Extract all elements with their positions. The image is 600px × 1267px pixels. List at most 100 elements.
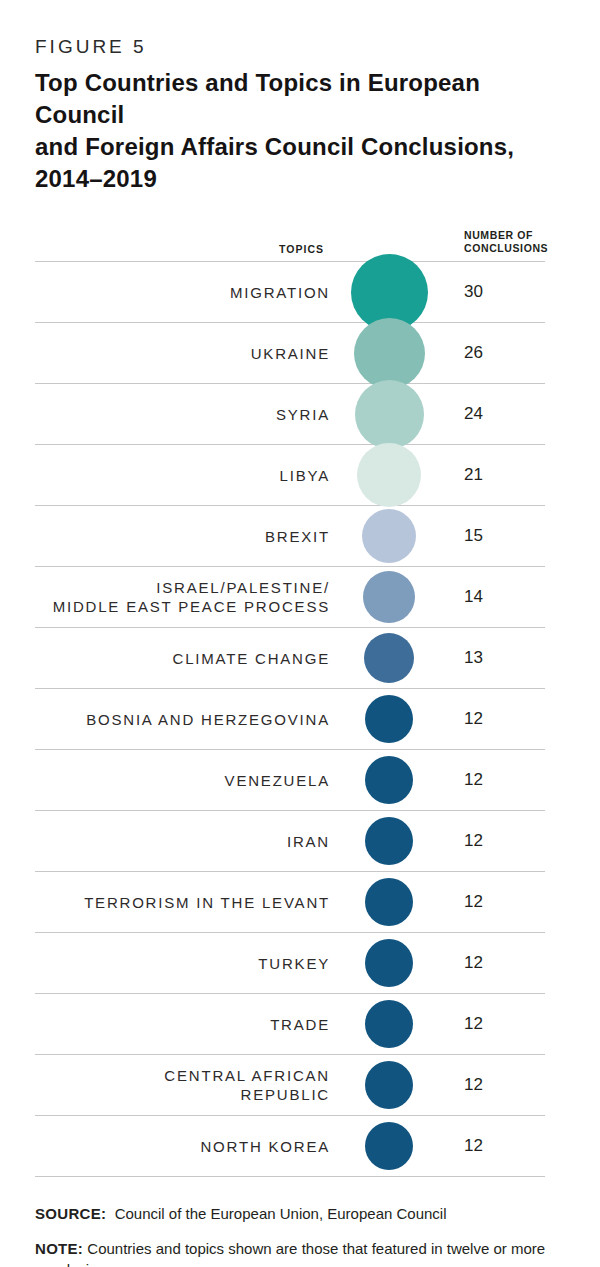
chart-row: BREXIT 15 [35, 505, 545, 566]
conclusions-count: 12 [448, 1075, 545, 1095]
chart-row: TURKEY 12 [35, 932, 545, 993]
bubble [365, 1061, 413, 1109]
topic-label: NORTH KOREA [35, 1137, 330, 1156]
topic-label-line: REPUBLIC [35, 1085, 330, 1104]
bubble-cell [330, 509, 448, 563]
bubble-cell [330, 443, 448, 507]
bubble-cell [330, 318, 448, 389]
topic-label-line: VENEZUELA [35, 771, 330, 790]
conclusions-count: 12 [448, 770, 545, 790]
topic-label: TURKEY [35, 954, 330, 973]
topic-label: LIBYA [35, 466, 330, 485]
conclusions-count: 21 [448, 465, 545, 485]
bubble-cell [330, 1000, 448, 1048]
chart-column-headers: TOPICS NUMBER OF CONCLUSIONS [35, 209, 545, 261]
chart-row: MIGRATION 30 [35, 261, 545, 322]
chart-row: BOSNIA AND HERZEGOVINA 12 [35, 688, 545, 749]
chart-row: LIBYA 21 [35, 444, 545, 505]
conclusions-count: 15 [448, 526, 545, 546]
chart-rows: MIGRATION 30 UKRAINE 26 SYRIA 24 LIBYA 21 BREXIT… [35, 261, 545, 1177]
bubble-cell [330, 756, 448, 804]
topic-label-line: NORTH KOREA [35, 1137, 330, 1156]
topic-label-line: CLIMATE CHANGE [35, 649, 330, 668]
bubble-cell [330, 633, 448, 683]
topic-label-line: ISRAEL/PALESTINE/ [35, 578, 330, 597]
topic-label-line: BREXIT [35, 527, 330, 546]
figure-header: FIGURE 5 Top Countries and Topics in Eur… [0, 0, 600, 195]
bubble-cell [330, 380, 448, 449]
figure-label: FIGURE 5 [35, 36, 565, 58]
topic-label-line: BOSNIA AND HERZEGOVINA [35, 710, 330, 729]
conclusions-count: 30 [448, 282, 545, 302]
source-line: SOURCE: Council of the European Union, E… [35, 1203, 555, 1224]
topic-label-line: MIGRATION [35, 283, 330, 302]
chart-row: IRAN12 [35, 810, 545, 871]
topic-label: MIGRATION [35, 283, 330, 302]
chart-row: TERRORISM IN THE LEVANT 12 [35, 871, 545, 932]
chart-row: SYRIA 24 [35, 383, 545, 444]
conclusions-count: 12 [448, 1136, 545, 1156]
bubble [365, 878, 413, 926]
conclusions-count: 24 [448, 404, 545, 424]
topic-label: UKRAINE [35, 344, 330, 363]
bubble [357, 443, 421, 507]
topic-label: CLIMATE CHANGE [35, 649, 330, 668]
conclusions-count: 26 [448, 343, 545, 363]
bubble [365, 756, 413, 804]
topic-label-line: TRADE [35, 1015, 330, 1034]
bubble [365, 695, 413, 743]
figure-title: Top Countries and Topics in European Cou… [35, 67, 565, 195]
conclusions-count: 13 [448, 648, 545, 668]
conclusions-count: 12 [448, 953, 545, 973]
figure-title-line-2: and Foreign Affairs Council Conclusions, [35, 131, 565, 163]
number-header-line-2: CONCLUSIONS [464, 242, 548, 255]
chart-row: TRADE 12 [35, 993, 545, 1054]
chart-row: CENTRAL AFRICANREPUBLIC 12 [35, 1054, 545, 1115]
figure-title-line-3: 2014–2019 [35, 163, 565, 195]
bubble-cell [330, 695, 448, 743]
number-header-line-1: NUMBER OF [464, 229, 548, 242]
bubble [354, 318, 425, 389]
topics-column-header: TOPICS [35, 243, 330, 255]
conclusions-count: 12 [448, 1014, 545, 1034]
chart-row: UKRAINE 26 [35, 322, 545, 383]
topic-label-line: UKRAINE [35, 344, 330, 363]
conclusions-count: 14 [448, 587, 545, 607]
source-label: SOURCE: [35, 1205, 106, 1222]
bubble [365, 1000, 413, 1048]
note-text: Countries and topics shown are those tha… [35, 1240, 545, 1267]
bubble [362, 509, 416, 563]
bubble [365, 1122, 413, 1170]
topic-label-line: IRAN [35, 832, 330, 851]
topic-label: BOSNIA AND HERZEGOVINA [35, 710, 330, 729]
topic-label: TERRORISM IN THE LEVANT [35, 893, 330, 912]
topic-label: IRAN [35, 832, 330, 851]
source-text: Council of the European Union, European … [115, 1205, 447, 1222]
topic-label-line: SYRIA [35, 405, 330, 424]
bubble [365, 939, 413, 987]
figure-title-line-1: Top Countries and Topics in European Cou… [35, 67, 565, 131]
conclusions-count: 12 [448, 709, 545, 729]
topic-label: TRADE [35, 1015, 330, 1034]
bubble [355, 380, 424, 449]
figure-footer: SOURCE: Council of the European Union, E… [0, 1177, 600, 1267]
topic-label-line: MIDDLE EAST PEACE PROCESS [35, 597, 330, 616]
bubble-cell [330, 1061, 448, 1109]
chart-row: VENEZUELA 12 [35, 749, 545, 810]
chart-row: ISRAEL/PALESTINE/MIDDLE EAST PEACE PROCE… [35, 566, 545, 627]
bubble [363, 571, 415, 623]
bubble [364, 633, 414, 683]
note-line: NOTE: Countries and topics shown are tho… [35, 1238, 555, 1267]
chart-row: NORTH KOREA 12 [35, 1115, 545, 1176]
bubble-cell [330, 817, 448, 865]
figure-page: FIGURE 5 Top Countries and Topics in Eur… [0, 0, 600, 1267]
bubble-cell [330, 939, 448, 987]
topic-label-line: TERRORISM IN THE LEVANT [35, 893, 330, 912]
number-column-header: NUMBER OF CONCLUSIONS [448, 229, 548, 255]
note-label: NOTE: [35, 1240, 83, 1257]
conclusions-count: 12 [448, 892, 545, 912]
bubble [365, 817, 413, 865]
bubble-cell [330, 571, 448, 623]
topic-label-line: LIBYA [35, 466, 330, 485]
topic-label-line: CENTRAL AFRICAN [35, 1066, 330, 1085]
